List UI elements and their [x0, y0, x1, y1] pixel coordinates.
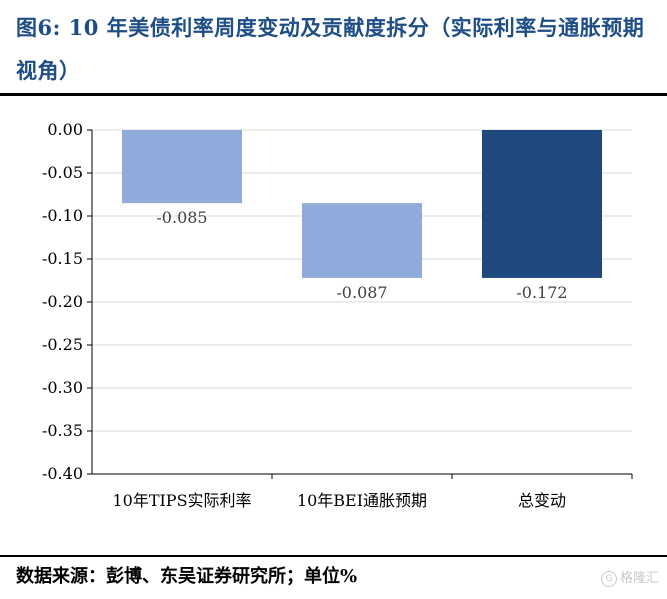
bottom-divider	[0, 555, 667, 557]
data-label: -0.085	[156, 208, 207, 227]
y-tick-label: -0.20	[42, 292, 83, 311]
y-tick-label: -0.35	[42, 421, 83, 440]
watermark-text: 格隆汇	[619, 571, 659, 586]
x-tick-label: 10年BEI通胀预期	[297, 491, 427, 510]
bar	[302, 203, 422, 278]
waterfall-chart: 0.00 -0.05 -0.10 -0.15 -0.20 -0.25 -0.30 -0.35 -…	[42, 120, 633, 510]
chart-title: 图6: 10 年美债利率周度变动及贡献度拆分（实际利率与通胀预期视角）	[16, 15, 645, 83]
data-label: -0.172	[516, 283, 567, 302]
watermark: G 格隆汇	[600, 567, 659, 587]
y-tick-label: -0.30	[42, 378, 83, 397]
y-tick-label: -0.10	[42, 206, 83, 225]
x-tick-label: 总变动	[518, 491, 566, 510]
source-note: 数据来源：彭博、东吴证券研究所；单位%	[16, 566, 358, 587]
y-tick-label: -0.05	[42, 163, 83, 182]
y-tick-label: -0.15	[42, 249, 83, 268]
data-label: -0.087	[336, 283, 387, 302]
top-divider	[0, 93, 667, 96]
y-tick-label: 0.00	[47, 120, 83, 139]
y-tick-label: -0.25	[42, 335, 83, 354]
x-tick-label: 10年TIPS实际利率	[112, 491, 251, 510]
y-tick-label: -0.40	[42, 464, 83, 483]
watermark-logo-icon: G	[600, 570, 617, 587]
bar	[122, 130, 242, 204]
bar	[482, 130, 602, 278]
